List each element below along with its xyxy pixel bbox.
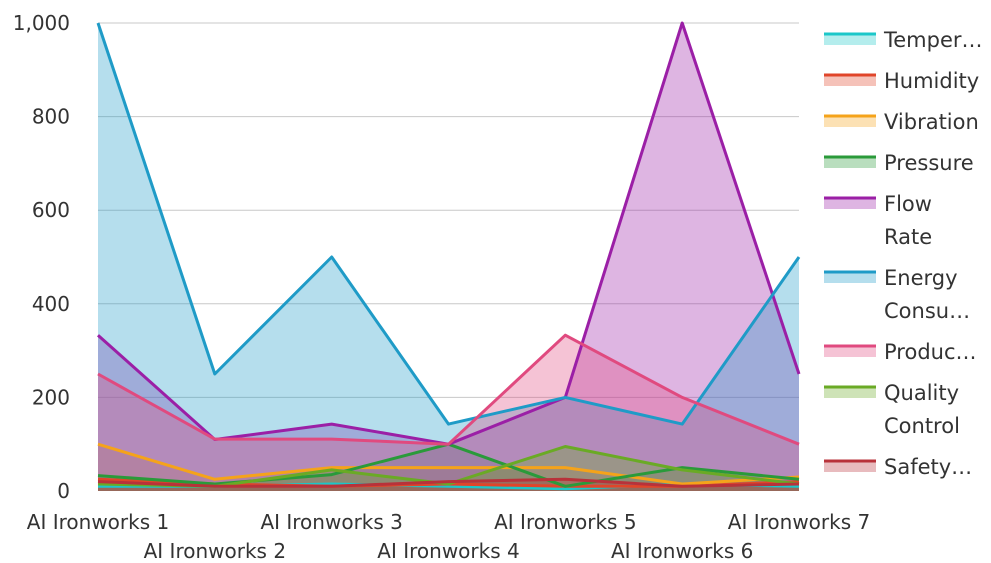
legend-label: Pressure: [884, 151, 974, 175]
legend-label: Quality: [884, 381, 959, 405]
series-line: [97, 333, 800, 446]
legend-label: Control: [884, 414, 960, 438]
legend-label: Vibration: [884, 110, 979, 134]
y-tick-label: 800: [32, 105, 70, 129]
series-line: [97, 442, 800, 486]
legend-swatch-fill: [824, 461, 876, 472]
series-area: [98, 335, 799, 491]
legend-item: Temper…: [824, 28, 983, 52]
legend-label: Flow: [884, 192, 932, 216]
y-tick-label: 600: [32, 198, 70, 222]
legend-label: Safety…: [884, 455, 972, 479]
y-tick-label: 400: [32, 292, 70, 316]
legend-label: Consu…: [884, 299, 970, 323]
series-line: [96, 22, 801, 426]
series-areas: [98, 23, 799, 491]
legend-item: Flow Rate: [824, 192, 932, 249]
legend-swatch-fill: [824, 198, 876, 209]
x-tick-label: AI Ironworks 4: [377, 539, 519, 563]
legend-label: Energy: [884, 266, 958, 290]
legend-swatch-fill: [824, 34, 876, 45]
x-tick-label: AI Ironworks 1: [27, 510, 169, 534]
series-area: [98, 23, 799, 491]
series-area: [98, 23, 799, 491]
series-line: [97, 477, 800, 488]
legend-item: Pressure: [824, 151, 974, 175]
legend-item: Humidity: [824, 69, 979, 93]
legend-label: Rate: [884, 225, 932, 249]
legend-swatch-fill: [824, 387, 876, 398]
x-tick-label: AI Ironworks 7: [728, 510, 870, 534]
legend-item: Produc…: [824, 340, 977, 364]
legend-item: Quality Control: [824, 381, 960, 438]
legend-label: Produc…: [884, 340, 977, 364]
x-tick-label: AI Ironworks 5: [494, 510, 636, 534]
x-tick-label: AI Ironworks 6: [611, 539, 753, 563]
x-tick-label: AI Ironworks 3: [260, 510, 402, 534]
legend-swatch-fill: [824, 116, 876, 127]
legend-label: Temper…: [883, 28, 983, 52]
y-tick-label: 200: [32, 385, 70, 409]
y-tick-label: 1,000: [13, 11, 70, 35]
y-axis-ticks: 0 200 400 600 800 1,000: [13, 11, 70, 503]
legend-swatch-fill: [824, 75, 876, 86]
legend-item: Safety…: [824, 455, 972, 479]
legend-label: Humidity: [884, 69, 979, 93]
legend-item: Vibration: [824, 110, 979, 134]
legend-swatch-fill: [824, 346, 876, 357]
x-axis-ticks: AI Ironworks 1 AI Ironworks 2 AI Ironworks…: [27, 510, 870, 563]
y-tick-label: 0: [57, 479, 70, 503]
legend-swatch-fill: [824, 272, 876, 283]
x-tick-label: AI Ironworks 2: [144, 539, 286, 563]
legend: Temper… Humidity Vibration Pressure Flow Rate…: [824, 28, 983, 479]
legend-item: Energy Consu…: [824, 266, 970, 323]
legend-swatch-fill: [824, 157, 876, 168]
series-lines: [96, 21, 801, 491]
